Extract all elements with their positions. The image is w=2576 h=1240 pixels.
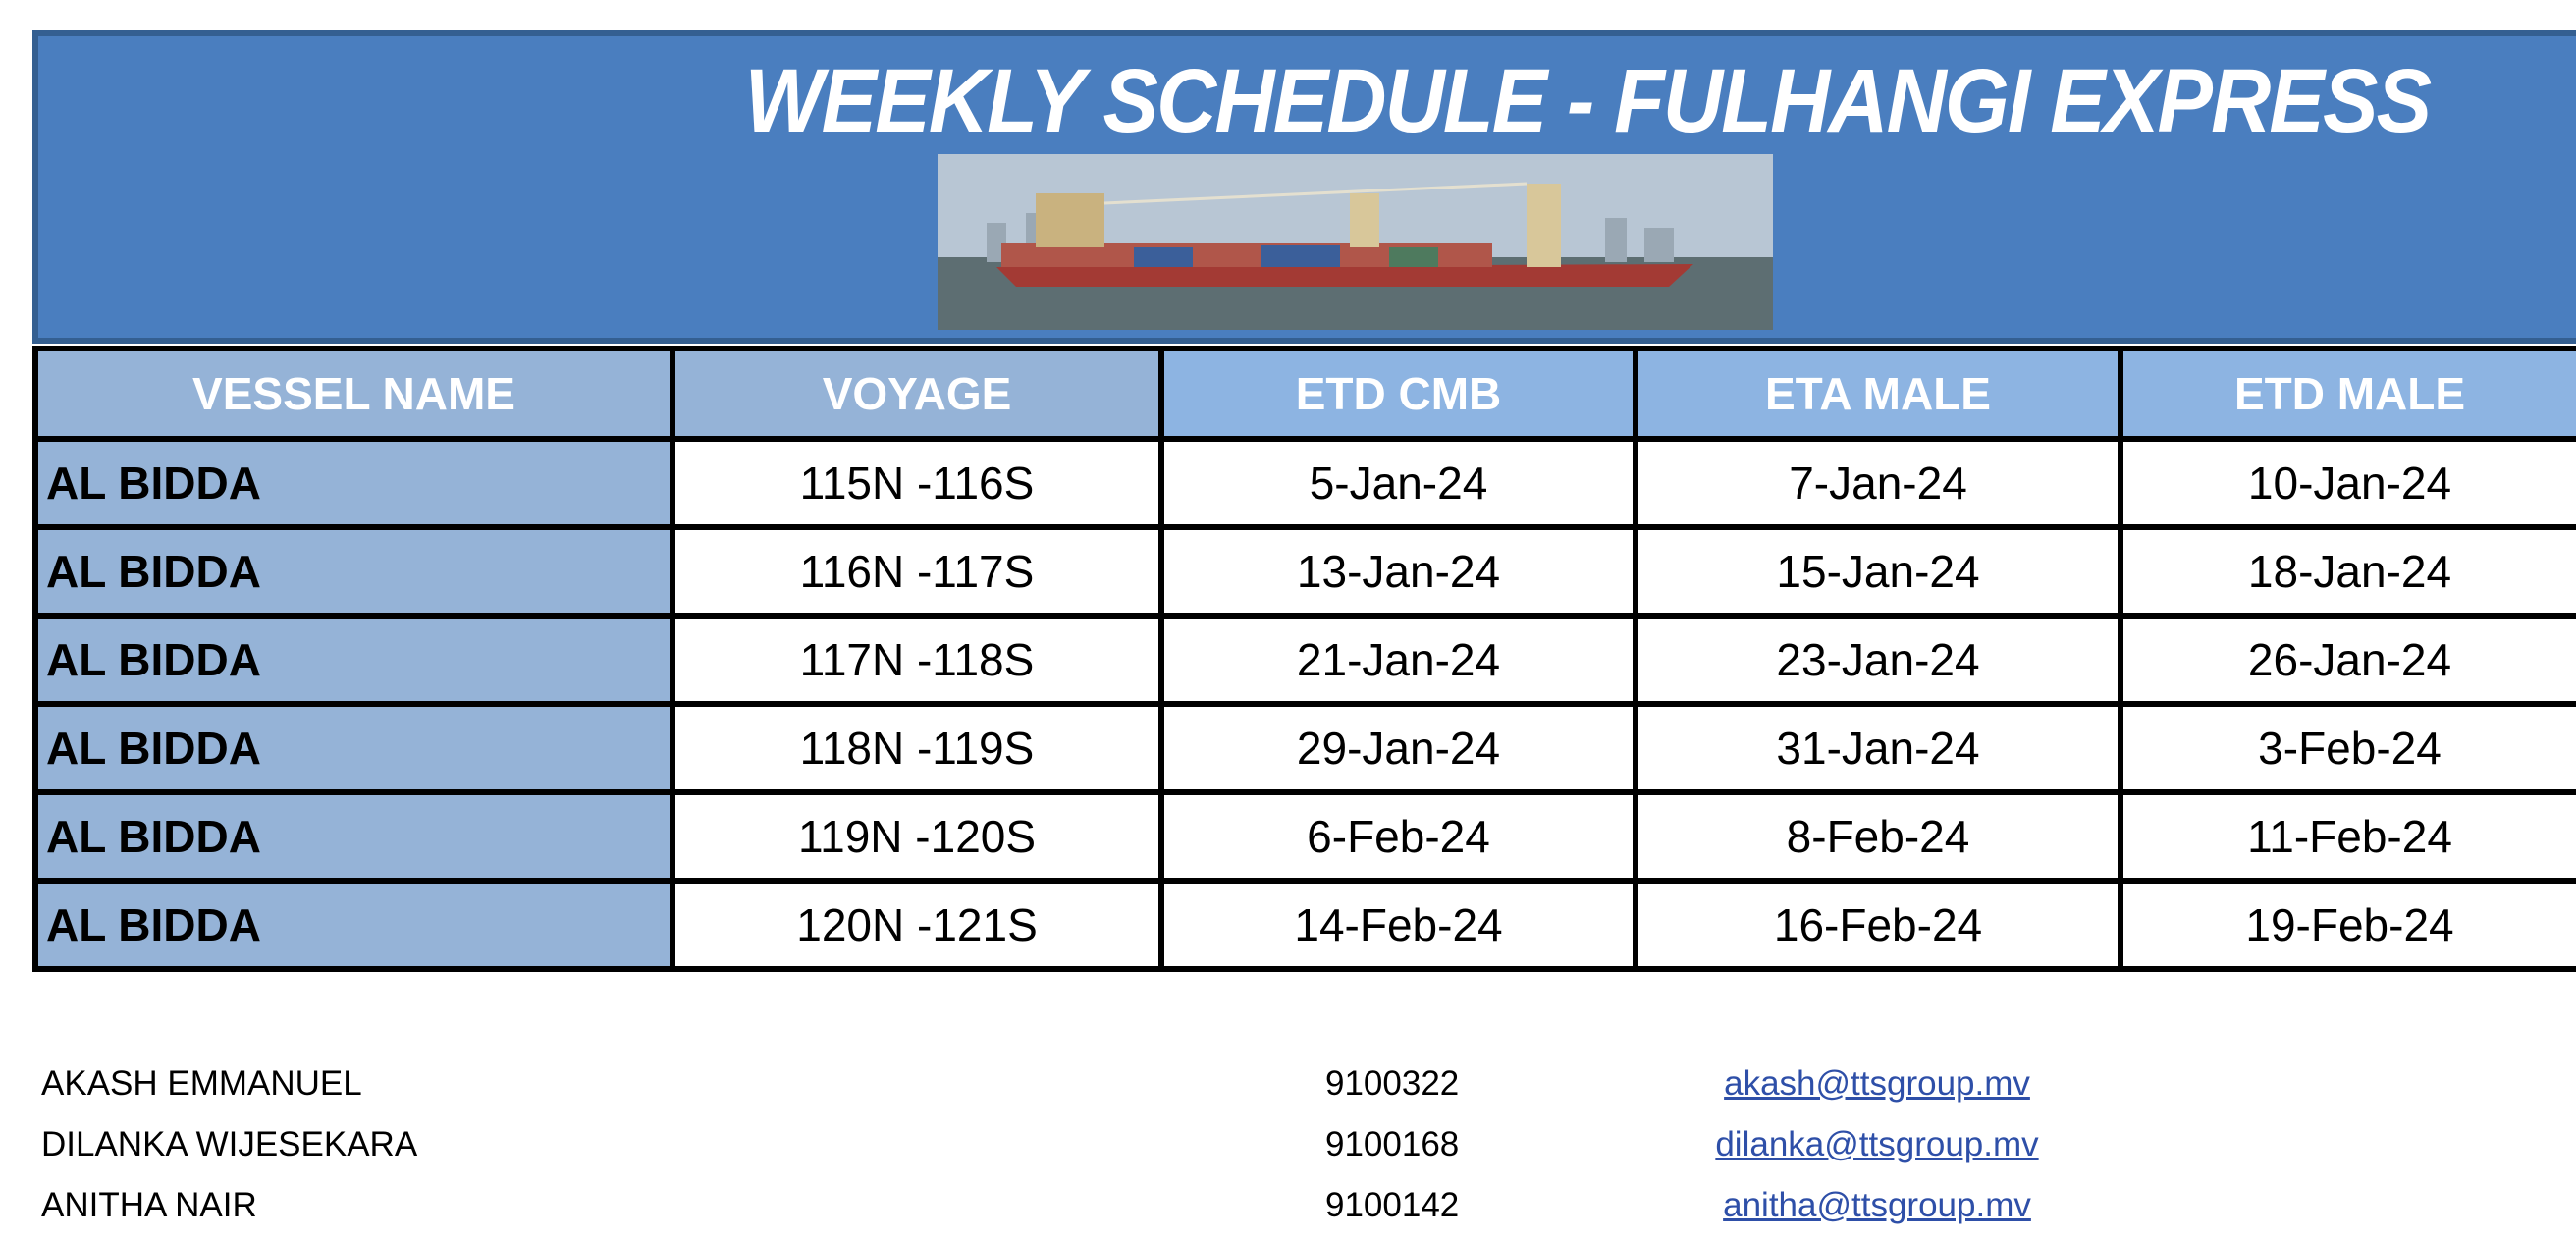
voyage-cell: 119N -120S <box>670 789 1164 884</box>
contact-email-link-container: dilanka@ttsgroup.mv <box>1671 1125 2083 1164</box>
etd-cmb-cell: 21-Jan-24 <box>1158 613 1638 707</box>
contact-email-link-container: akash@ttsgroup.mv <box>1671 1064 2083 1104</box>
column-header-vessel-name: VESSEL NAME <box>32 346 675 442</box>
vessel-name-cell: AL BIDDA <box>32 436 675 530</box>
eta-male-cell: 16-Feb-24 <box>1633 878 2123 972</box>
vessel-name-cell: AL BIDDA <box>32 613 675 707</box>
voyage-cell: 115N -116S <box>670 436 1164 530</box>
title-banner: WEEKLY SCHEDULE - FULHANGI EXPRESS <box>32 30 2576 344</box>
etd-male-cell: 18-Jan-24 <box>2118 524 2576 619</box>
eta-male-cell: 31-Jan-24 <box>1633 701 2123 795</box>
vessel-name-cell: AL BIDDA <box>32 878 675 972</box>
contact-phone: 9100322 <box>1325 1064 1460 1103</box>
voyage-cell: 120N -121S <box>670 878 1164 972</box>
container-ship-image <box>938 154 1773 330</box>
contact-phone-container: 9100168 <box>1325 1125 1459 1164</box>
table-row: AL BIDDA 119N -120S 6-Feb-24 8-Feb-24 11-Feb… <box>32 789 2576 884</box>
eta-male-cell: 15-Jan-24 <box>1633 524 2123 619</box>
page-title: WEEKLY SCHEDULE - FULHANGI EXPRESS <box>744 51 2431 151</box>
table-row: AL BIDDA 115N -116S 5-Jan-24 7-Jan-24 10-Jan… <box>32 436 2576 530</box>
contact-name-container: ANITHA NAIR <box>41 1186 257 1225</box>
contact-name: ANITHA NAIR <box>41 1186 257 1224</box>
column-header-eta-male: ETA MALE <box>1633 346 2123 442</box>
etd-cmb-cell: 29-Jan-24 <box>1158 701 1638 795</box>
contact-phone: 9100168 <box>1325 1125 1460 1163</box>
etd-cmb-cell: 14-Feb-24 <box>1158 878 1638 972</box>
schedule-table: VESSEL NAME VOYAGE ETD CMB ETA MALE ETD … <box>32 346 2576 972</box>
table-row: AL BIDDA 120N -121S 14-Feb-24 16-Feb-24 19-F… <box>32 878 2576 972</box>
table-row: AL BIDDA 117N -118S 21-Jan-24 23-Jan-24 26-J… <box>32 613 2576 707</box>
contact-email-link[interactable]: akash@ttsgroup.mv <box>1724 1064 2030 1103</box>
vessel-name-cell: AL BIDDA <box>32 524 675 619</box>
eta-male-cell: 7-Jan-24 <box>1633 436 2123 530</box>
contact-name: DILANKA WIJESEKARA <box>41 1125 418 1163</box>
vessel-name-cell: AL BIDDA <box>32 789 675 884</box>
eta-male-cell: 8-Feb-24 <box>1633 789 2123 884</box>
vessel-name-cell: AL BIDDA <box>32 701 675 795</box>
table-row: AL BIDDA 116N -117S 13-Jan-24 15-Jan-24 18-J… <box>32 524 2576 619</box>
contact-name: AKASH EMMANUEL <box>41 1064 362 1103</box>
etd-cmb-cell: 6-Feb-24 <box>1158 789 1638 884</box>
etd-male-cell: 19-Feb-24 <box>2118 878 2576 972</box>
contact-phone-container: 9100142 <box>1325 1186 1459 1225</box>
contact-email-link-container: anitha@ttsgroup.mv <box>1671 1186 2083 1225</box>
contact-email-link[interactable]: anitha@ttsgroup.mv <box>1723 1186 2031 1224</box>
etd-cmb-cell: 13-Jan-24 <box>1158 524 1638 619</box>
contact-phone-container: 9100322 <box>1325 1064 1459 1104</box>
column-header-etd-male: ETD MALE <box>2118 346 2576 442</box>
voyage-cell: 116N -117S <box>670 524 1164 619</box>
etd-male-cell: 11-Feb-24 <box>2118 789 2576 884</box>
table-header-row: VESSEL NAME VOYAGE ETD CMB ETA MALE ETD … <box>32 346 2576 442</box>
voyage-cell: 117N -118S <box>670 613 1164 707</box>
table-row: AL BIDDA 118N -119S 29-Jan-24 31-Jan-24 3-Fe… <box>32 701 2576 795</box>
etd-male-cell: 3-Feb-24 <box>2118 701 2576 795</box>
etd-cmb-cell: 5-Jan-24 <box>1158 436 1638 530</box>
contact-name-container: AKASH EMMANUEL <box>41 1064 362 1104</box>
etd-male-cell: 10-Jan-24 <box>2118 436 2576 530</box>
contact-phone: 9100142 <box>1325 1186 1460 1224</box>
contact-name-container: DILANKA WIJESEKARA <box>41 1125 417 1164</box>
column-header-etd-cmb: ETD CMB <box>1158 346 1638 442</box>
contact-email-link[interactable]: dilanka@ttsgroup.mv <box>1715 1125 2039 1163</box>
eta-male-cell: 23-Jan-24 <box>1633 613 2123 707</box>
voyage-cell: 118N -119S <box>670 701 1164 795</box>
column-header-voyage: VOYAGE <box>670 346 1164 442</box>
etd-male-cell: 26-Jan-24 <box>2118 613 2576 707</box>
